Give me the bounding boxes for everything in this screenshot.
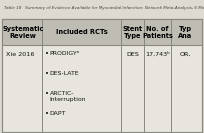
Text: 17,743ᵇ: 17,743ᵇ (145, 52, 170, 57)
Bar (2, 19, 202, 132)
Text: DES-LATE: DES-LATE (50, 71, 79, 76)
Text: Xie 2016: Xie 2016 (6, 52, 35, 57)
Text: Table 18   Summary of Evidence Available for Myocardial Infarction: Network Meta: Table 18 Summary of Evidence Available f… (4, 6, 204, 10)
Text: •: • (45, 111, 49, 117)
Text: ARCTIC-
Interruption: ARCTIC- Interruption (50, 91, 86, 102)
Text: PRODIGYᵃ: PRODIGYᵃ (50, 51, 80, 56)
Text: DAPT: DAPT (50, 111, 66, 116)
Text: •: • (45, 51, 49, 57)
Text: Included RCTs: Included RCTs (56, 29, 108, 35)
Text: No. of
Patients: No. of Patients (142, 26, 173, 39)
Text: •: • (45, 71, 49, 77)
Text: •: • (45, 91, 49, 97)
Text: OR,: OR, (180, 52, 191, 57)
Bar (2, 19, 202, 45)
Text: Stent
Type: Stent Type (123, 26, 143, 39)
Text: DES: DES (126, 52, 139, 57)
Text: Systematic
Review: Systematic Review (2, 26, 44, 39)
Text: Typ
Ana: Typ Ana (178, 26, 192, 39)
Bar (2, 45, 202, 132)
